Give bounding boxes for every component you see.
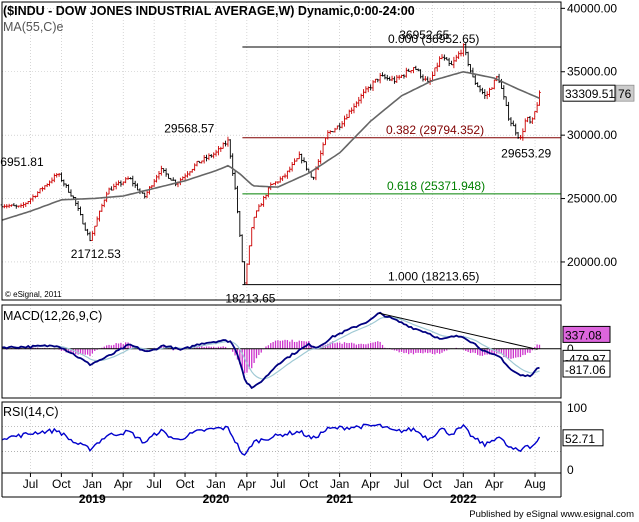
x-tick-label: Oct bbox=[52, 477, 71, 491]
x-tick-label: Jan bbox=[206, 477, 225, 491]
last-price-value: 33309.51 bbox=[565, 87, 615, 101]
x-tick-label: Jan bbox=[454, 477, 473, 491]
x-tick-label: Oct bbox=[176, 477, 195, 491]
x-tick-label: Jul bbox=[394, 477, 409, 491]
x-tick-label: Apr bbox=[238, 477, 257, 491]
x-year-label: 2022 bbox=[450, 492, 477, 506]
price-y-tick-label: 35000.00 bbox=[567, 65, 617, 79]
x-year-label: 2021 bbox=[326, 492, 353, 506]
x-tick-label: Jan bbox=[83, 477, 102, 491]
price-pivot-label: 29653.29 bbox=[501, 147, 551, 161]
copyright-label: © eSignal, 2011 bbox=[5, 290, 62, 299]
publisher-label: Published by eSignal www.esignal.com bbox=[469, 509, 634, 520]
x-tick-label: Apr bbox=[361, 477, 380, 491]
x-year-label: 2020 bbox=[203, 492, 230, 506]
x-tick-label: Oct bbox=[423, 477, 442, 491]
x-tick-label: Aug bbox=[524, 477, 545, 491]
x-tick-label: Jul bbox=[270, 477, 285, 491]
price-pivot-label: 18213.65 bbox=[225, 292, 275, 306]
rsi-title: RSI(14,C) bbox=[3, 405, 59, 419]
ma-label: MA(55,C)e bbox=[3, 20, 63, 34]
macd-badge-value: -817.06 bbox=[565, 363, 606, 377]
macd-title: MACD(12,26,9,C) bbox=[3, 309, 102, 323]
x-tick-label: Jan bbox=[330, 477, 349, 491]
x-tick-label: Apr bbox=[114, 477, 133, 491]
x-tick-label: Jul bbox=[146, 477, 161, 491]
x-tick-label: Apr bbox=[485, 477, 504, 491]
rsi-y-tick-label: 100 bbox=[567, 401, 587, 415]
x-tick-label: Oct bbox=[299, 477, 318, 491]
last-price-suffix: 76 bbox=[618, 87, 632, 101]
price-y-tick-label: 25000.00 bbox=[567, 192, 617, 206]
price-y-tick-label: 20000.00 bbox=[567, 255, 617, 269]
price-pivot-label: 29568.57 bbox=[164, 122, 214, 136]
x-year-label: 2019 bbox=[79, 492, 106, 506]
price-y-tick-label: 40000.00 bbox=[567, 1, 617, 15]
price-pivot-label: 36952.65 bbox=[399, 28, 449, 42]
rsi-y-tick-label: 0 bbox=[567, 463, 574, 477]
x-tick-label: Jul bbox=[23, 477, 38, 491]
fib-label-0.382: 0.382 (29794.352) bbox=[386, 123, 484, 137]
chart-title: ($INDU - DOW JONES INDUSTRIAL AVERAGE,W)… bbox=[3, 4, 415, 18]
fib-label-1.000: 1.000 (18213.65) bbox=[388, 270, 479, 284]
macd-badge-value: 337.08 bbox=[565, 328, 602, 342]
fib-label-0.618: 0.618 (25371.948) bbox=[387, 179, 485, 193]
price-pivot-label: 26951.81 bbox=[0, 155, 44, 169]
price-pivot-label: 21712.53 bbox=[71, 247, 121, 261]
price-y-tick-label: 30000.00 bbox=[567, 128, 617, 142]
rsi-last-value: 52.71 bbox=[565, 432, 595, 446]
